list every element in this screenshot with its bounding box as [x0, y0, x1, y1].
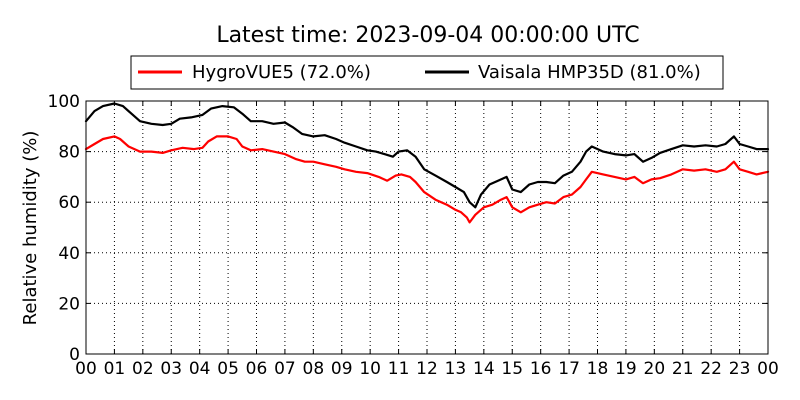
x-tick-label: 16: [530, 359, 552, 379]
x-tick-label: 15: [501, 359, 523, 379]
series-line-vaisala: [84, 102, 770, 209]
x-tick-label: 06: [246, 359, 268, 379]
y-tick-label: 100: [48, 92, 80, 112]
series-line-hygrovue5: [84, 135, 770, 224]
x-tick-label: 18: [587, 359, 609, 379]
x-tick-label: 02: [132, 359, 154, 379]
x-tick-label: 11: [388, 359, 410, 379]
chart-title: Latest time: 2023-09-04 00:00:00 UTC: [216, 23, 639, 48]
x-tick-label: 14: [473, 359, 495, 379]
x-tick-label: 22: [700, 359, 722, 379]
x-tick-label: 09: [331, 359, 353, 379]
x-tick-label: 21: [672, 359, 694, 379]
x-tick-label: 04: [189, 359, 211, 379]
x-tick-label: 00: [757, 359, 779, 379]
x-tick-label: 01: [104, 359, 126, 379]
y-tick-label: 60: [58, 193, 80, 213]
tick-layer: 00 01 02 03 04 05 06 07 08 09 10 11 12 13 14 15 16 17 18 19…: [48, 92, 779, 379]
x-tick-label: 05: [217, 359, 239, 379]
y-tick-label: 20: [58, 294, 80, 314]
x-tick-label: 17: [558, 359, 580, 379]
series-layer: [84, 102, 770, 224]
legend: HygroVUE5 (72.0%) Vaisala HMP35D (81.0%): [130, 55, 724, 90]
x-tick-label: 20: [644, 359, 666, 379]
grid-layer: [86, 101, 768, 354]
x-tick-label: 23: [729, 359, 751, 379]
x-tick-label: 12: [416, 359, 438, 379]
x-tick-label: 03: [160, 359, 182, 379]
x-tick-label: 13: [445, 359, 467, 379]
legend-label-vaisala: Vaisala HMP35D (81.0%): [478, 62, 701, 83]
x-tick-label: 07: [274, 359, 296, 379]
x-tick-label: 19: [615, 359, 637, 379]
legend-label-hygrovue5: HygroVUE5 (72.0%): [192, 62, 371, 83]
x-tick-label: 00: [75, 359, 97, 379]
y-tick-label: 0: [69, 345, 80, 365]
y-tick-label: 40: [58, 244, 80, 264]
x-tick-label: 08: [303, 359, 325, 379]
y-axis-label: Relative humidity (%): [20, 131, 41, 326]
x-tick-label: 10: [359, 359, 381, 379]
y-tick-label: 80: [58, 143, 80, 163]
